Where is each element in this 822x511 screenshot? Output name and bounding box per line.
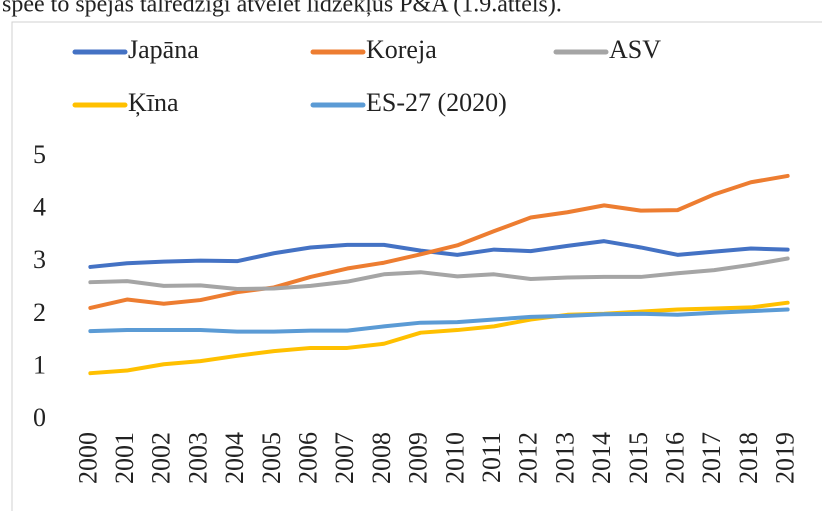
legend-label: Koreja bbox=[366, 35, 437, 64]
x-tick-label: 2017 bbox=[697, 432, 726, 484]
chart-frame bbox=[11, 21, 822, 511]
legend-label: ES-27 (2020) bbox=[366, 88, 507, 117]
series-line bbox=[88, 300, 790, 376]
legend-label: ASV bbox=[609, 35, 661, 64]
x-tick-label: 2010 bbox=[440, 432, 469, 484]
x-tick-label: 2019 bbox=[771, 432, 800, 484]
x-tick-label: 2012 bbox=[514, 432, 543, 484]
x-tick-label: 2018 bbox=[734, 432, 763, 484]
x-tick-label: 2009 bbox=[404, 432, 433, 484]
x-tick-label: 2011 bbox=[477, 432, 506, 483]
y-tick-label: 4 bbox=[33, 193, 46, 222]
x-tick-label: 2014 bbox=[587, 432, 616, 484]
x-tick-label: 2005 bbox=[257, 432, 286, 484]
series-line bbox=[88, 307, 790, 334]
y-tick-label: 0 bbox=[33, 403, 46, 432]
x-tick-label: 2013 bbox=[550, 432, 579, 484]
x-tick-label: 2015 bbox=[624, 432, 653, 484]
x-tick-label: 2004 bbox=[220, 432, 249, 484]
x-tick-label: 2007 bbox=[330, 432, 359, 484]
x-tick-label: 2006 bbox=[294, 432, 323, 484]
y-tick-label: 5 bbox=[33, 140, 46, 169]
x-tick-label: 2002 bbox=[147, 432, 176, 484]
x-tick-label: 2016 bbox=[661, 432, 690, 484]
y-tick-label: 3 bbox=[33, 245, 46, 274]
caption: spēe to spējas tālredzīgi atvēlēt līdzek… bbox=[2, 0, 562, 18]
y-tick-label: 2 bbox=[33, 298, 46, 327]
legend-label: Japāna bbox=[128, 35, 199, 64]
x-tick-label: 2001 bbox=[110, 432, 139, 484]
series-line bbox=[88, 173, 790, 310]
series-line bbox=[88, 256, 790, 292]
x-tick-label: 2008 bbox=[367, 432, 396, 484]
legend-label: Ķīna bbox=[128, 88, 179, 117]
y-tick-label: 1 bbox=[33, 350, 46, 379]
x-tick-label: 2000 bbox=[73, 432, 102, 484]
x-tick-label: 2003 bbox=[183, 432, 212, 484]
series-line bbox=[88, 239, 790, 269]
